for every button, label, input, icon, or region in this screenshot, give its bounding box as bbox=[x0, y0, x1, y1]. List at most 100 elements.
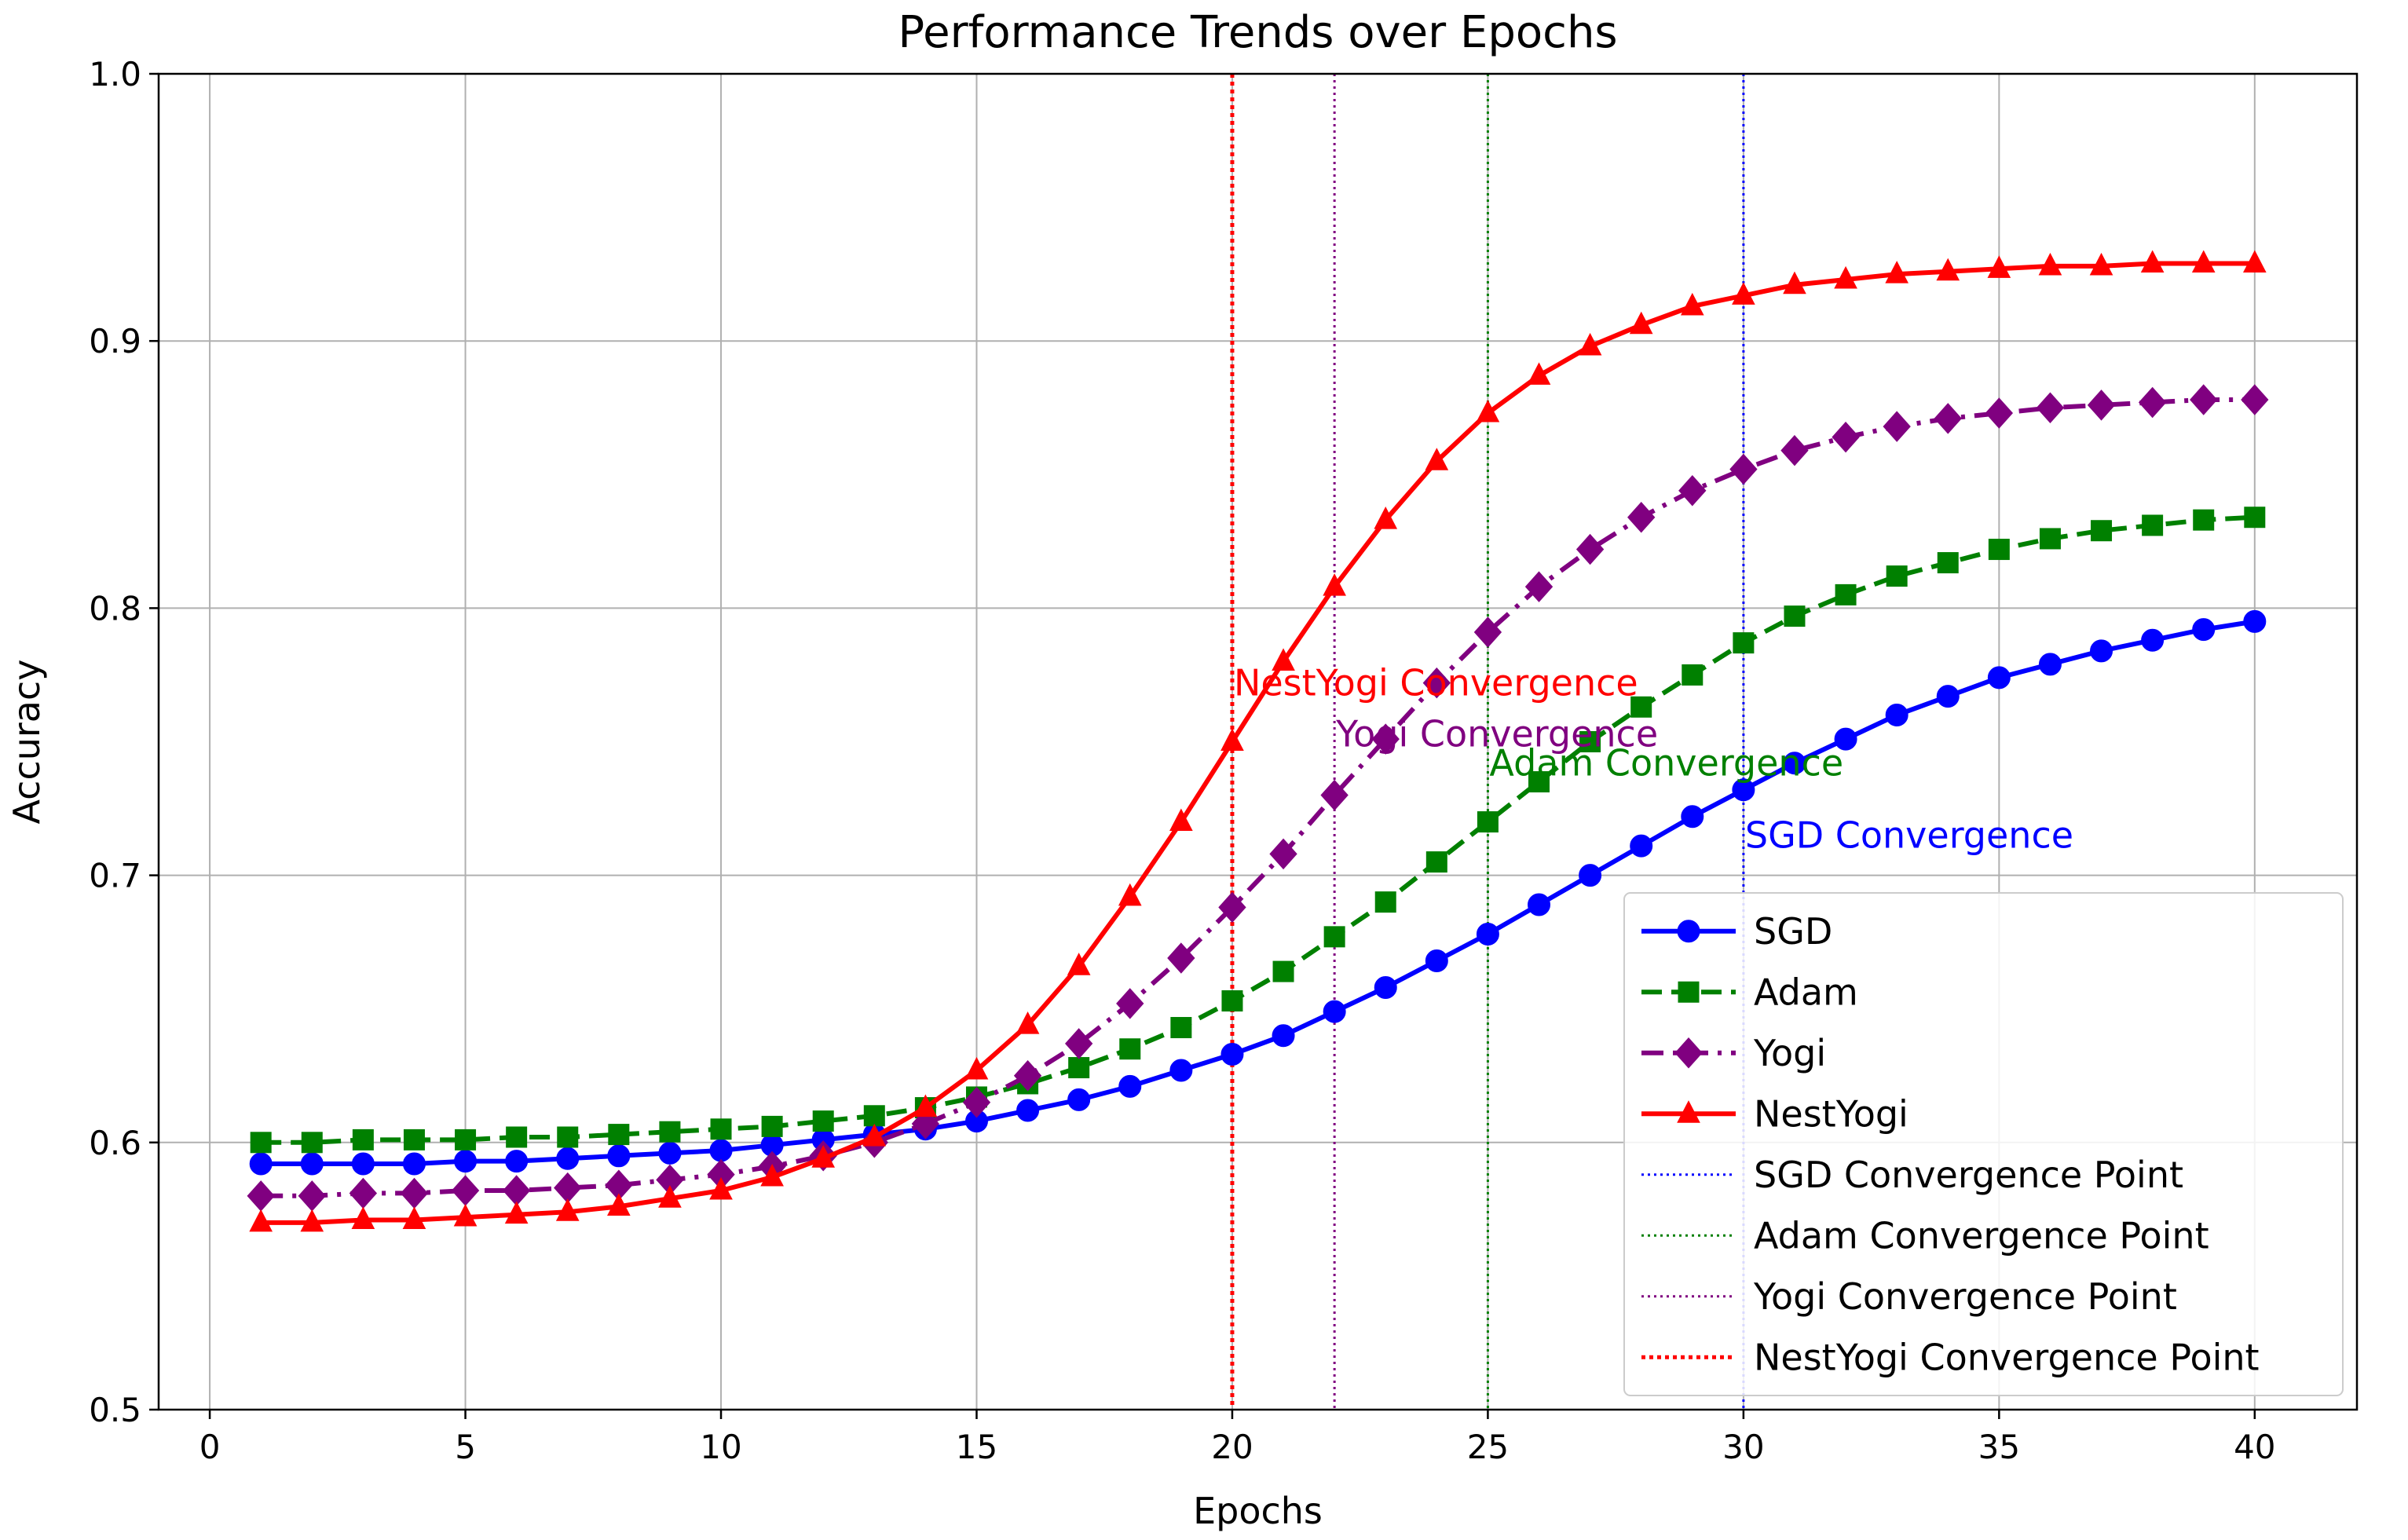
adam-point bbox=[403, 1128, 425, 1150]
nestyogi-point bbox=[607, 1193, 631, 1216]
yogi-point bbox=[1934, 403, 1962, 434]
adam-point bbox=[1630, 696, 1652, 718]
legend: SGD Adam Yogi NestYogi SGD Convergence Point… bbox=[1623, 892, 2344, 1396]
yogi-point bbox=[1729, 453, 1758, 485]
x-tick-label: 10 bbox=[700, 1428, 741, 1466]
x-tick-label: 15 bbox=[956, 1428, 997, 1466]
adam-point bbox=[301, 1132, 323, 1154]
legend-label: SGD Convergence Point bbox=[1754, 1154, 2183, 1196]
sgd-point bbox=[2243, 609, 2267, 633]
x-tick-label: 5 bbox=[455, 1428, 476, 1466]
nestyogi-point bbox=[1374, 507, 1398, 529]
sgd-point bbox=[1528, 893, 1551, 916]
sgd-point bbox=[505, 1150, 529, 1173]
adam-point bbox=[1119, 1038, 1141, 1060]
y-tick-label: 0.5 bbox=[89, 1391, 141, 1429]
yogi-point bbox=[2138, 386, 2167, 419]
sgd-point bbox=[1323, 1000, 1346, 1023]
adam-point bbox=[1272, 960, 1294, 982]
sgd-point bbox=[1067, 1088, 1091, 1111]
sgd-point bbox=[658, 1141, 682, 1165]
yogi-point bbox=[1269, 838, 1297, 870]
nestyogi-point bbox=[760, 1163, 784, 1187]
adam-point bbox=[1733, 632, 1755, 654]
sgd-point bbox=[1476, 922, 1499, 946]
adam-point bbox=[557, 1126, 579, 1148]
nestyogi-point bbox=[249, 1209, 273, 1232]
nestyogi-point bbox=[1220, 728, 1244, 751]
yogi-point bbox=[1575, 533, 1605, 565]
nestyogi-point bbox=[1425, 448, 1449, 470]
adam-convergence-annotation: Adam Convergence bbox=[1489, 742, 1843, 785]
adam-point bbox=[761, 1115, 783, 1137]
adam-point bbox=[1477, 811, 1499, 833]
sgd-point bbox=[454, 1150, 478, 1173]
y-tick-label: 1.0 bbox=[89, 55, 141, 93]
adam-point bbox=[2039, 528, 2061, 550]
nestyogi-point bbox=[964, 1056, 989, 1080]
sgd-point bbox=[2192, 618, 2216, 642]
plot-frame bbox=[157, 72, 2359, 1411]
yogi-line bbox=[261, 397, 2255, 1198]
nestyogi-point bbox=[1732, 282, 1755, 305]
yogi-point bbox=[1473, 616, 1502, 648]
nestyogi-point bbox=[1067, 953, 1091, 975]
legend-item-yogi: Yogi bbox=[1641, 1032, 1826, 1074]
nestyogi-point bbox=[1987, 255, 2011, 278]
nestyogi-point bbox=[658, 1185, 682, 1208]
x-axis-title: Epochs bbox=[1193, 1490, 1323, 1532]
adam-point bbox=[2091, 520, 2113, 542]
sgd-point bbox=[556, 1147, 580, 1170]
legend-item-sgd-convergence-point: SGD Convergence Point bbox=[1641, 1154, 2183, 1196]
legend-item-nestyogi: NestYogi bbox=[1641, 1092, 1908, 1135]
sgd-point bbox=[1885, 703, 1908, 726]
sgd-point bbox=[1169, 1059, 1193, 1082]
nestyogi-point bbox=[1783, 271, 1806, 294]
yogi-point bbox=[2241, 384, 2269, 415]
sgd-point bbox=[249, 1152, 273, 1176]
adam-point bbox=[1682, 664, 1704, 686]
adam-point bbox=[1170, 1017, 1192, 1039]
yogi-convergence-annotation: Yogi Convergence bbox=[1335, 712, 1658, 755]
nestyogi-convergence-annotation: NestYogi Convergence bbox=[1234, 662, 1638, 704]
yogi-point bbox=[962, 1087, 991, 1118]
nestyogi-point bbox=[913, 1094, 938, 1118]
series-nestyogi bbox=[249, 250, 2267, 1232]
nestyogi-point bbox=[1578, 332, 1602, 356]
nestyogi-point bbox=[2191, 250, 2216, 273]
adam-point bbox=[1425, 851, 1447, 873]
adam-point bbox=[608, 1124, 630, 1146]
yogi-point bbox=[1985, 397, 2014, 429]
nestyogi-point bbox=[1680, 292, 1704, 316]
nestyogi-point bbox=[2242, 250, 2267, 273]
yogi-point bbox=[1524, 571, 1553, 602]
sgd-point bbox=[1834, 727, 1857, 751]
sgd-point bbox=[2141, 628, 2165, 652]
legend-item-yogi-convergence-point: Yogi Convergence Point bbox=[1641, 1275, 2177, 1318]
sgd-point bbox=[1987, 666, 2011, 690]
sgd-point bbox=[300, 1152, 324, 1176]
adam-point bbox=[250, 1132, 272, 1154]
adam-point bbox=[2142, 514, 2164, 536]
sgd-point bbox=[1936, 685, 1960, 708]
legend-label: Yogi Convergence Point bbox=[1753, 1275, 2177, 1318]
sgd-point bbox=[1374, 975, 1397, 999]
legend-label: Adam Convergence Point bbox=[1754, 1214, 2209, 1257]
legend-item-adam-convergence-point: Adam Convergence Point bbox=[1641, 1214, 2209, 1257]
sgd-point bbox=[1579, 864, 1602, 887]
adam-point bbox=[812, 1110, 834, 1132]
yogi-point bbox=[1013, 1060, 1042, 1092]
nestyogi-point bbox=[1629, 311, 1653, 335]
nestyogi-point bbox=[2089, 252, 2113, 276]
legend-marker bbox=[1677, 920, 1700, 943]
legend-marker bbox=[1678, 981, 1700, 1003]
series-adam bbox=[250, 507, 2266, 1154]
yogi-point bbox=[1832, 421, 1860, 453]
nestyogi-point bbox=[300, 1209, 324, 1232]
legend-label: NestYogi bbox=[1754, 1092, 1908, 1135]
adam-point bbox=[1323, 926, 1345, 948]
legend-item-adam: Adam bbox=[1641, 971, 1858, 1013]
nestyogi-point bbox=[1323, 573, 1346, 596]
sgd-point bbox=[351, 1152, 375, 1176]
